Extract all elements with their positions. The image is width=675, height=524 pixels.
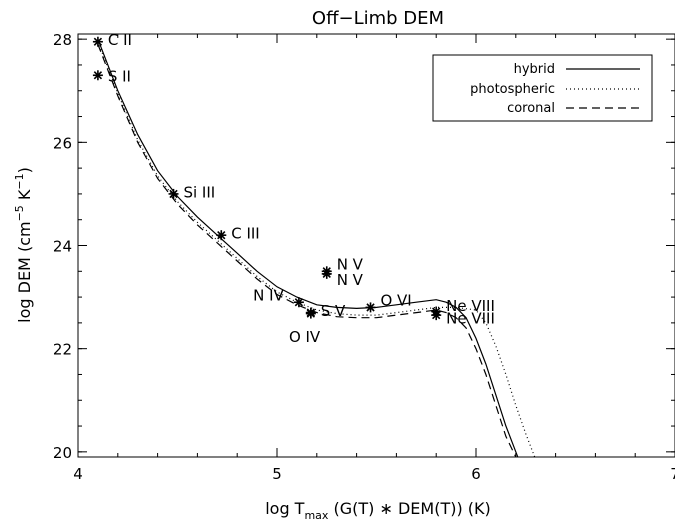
y-tick-label: 20	[53, 444, 72, 462]
point-label: Si III	[183, 183, 215, 201]
legend: hybrid photospheric coronal	[432, 54, 653, 122]
series-line-photospheric	[97, 41, 536, 457]
point-label: C III	[231, 225, 260, 243]
point-marker	[92, 70, 103, 81]
x-axis-label: log Tmax (G(T) ∗ DEM(T)) (K)	[265, 499, 491, 522]
x-tick-label: 5	[272, 465, 282, 483]
tick-labels: 4 5 6 7 20 22 24 26 28	[53, 31, 675, 483]
point-label: C II	[108, 31, 132, 49]
point-marker	[216, 230, 227, 241]
y-tick-label: 28	[53, 31, 72, 49]
series-line-hybrid	[97, 38, 519, 457]
series-line-coronal	[97, 44, 517, 457]
point-label: S V	[321, 302, 346, 320]
x-tick-label: 7	[670, 465, 675, 483]
y-tick-label: 24	[53, 238, 72, 256]
point-label: S II	[108, 67, 131, 85]
point-label: O VI	[380, 292, 411, 310]
point-marker	[293, 297, 304, 308]
legend-label-hybrid: hybrid	[514, 62, 555, 77]
point-label: N V	[337, 271, 364, 289]
point-label: N IV	[253, 287, 284, 305]
point-marker	[431, 310, 442, 321]
point-label: Ne VIII	[446, 310, 495, 328]
data-points	[92, 36, 442, 321]
plot-frame	[77, 33, 675, 458]
chart-title: Off−Limb DEM	[312, 8, 444, 29]
point-marker	[92, 36, 103, 47]
point-label: O IV	[289, 328, 321, 346]
legend-label-coronal: coronal	[507, 101, 555, 116]
legend-box	[432, 54, 653, 122]
y-tick-label: 22	[53, 341, 72, 359]
axis-ticks	[77, 34, 675, 457]
point-label: N V	[337, 256, 364, 274]
point-labels: C II S II Si III C III N IV O IVS V N VN V O VI…	[108, 31, 495, 346]
y-tick-label: 26	[53, 134, 72, 152]
point-marker	[305, 308, 316, 319]
legend-label-photospheric: photospheric	[470, 82, 555, 97]
point-marker	[365, 302, 376, 313]
y-axis-label: log DEM (cm−5 K−1)	[13, 167, 34, 323]
x-tick-label: 4	[73, 465, 83, 483]
point-marker	[168, 188, 179, 199]
x-tick-label: 6	[471, 465, 481, 483]
series-lines	[97, 38, 536, 457]
point-label: Ne VIII	[446, 297, 495, 315]
point-marker	[321, 268, 332, 279]
